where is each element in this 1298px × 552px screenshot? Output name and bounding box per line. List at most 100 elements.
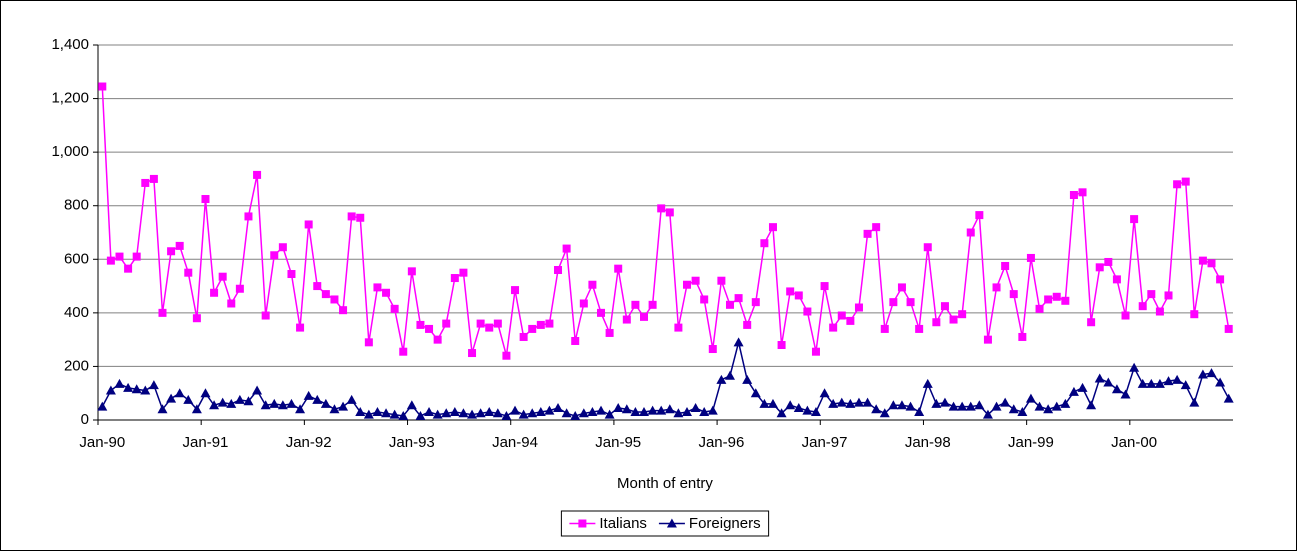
data-point — [785, 400, 796, 410]
data-point — [1146, 378, 1157, 388]
data-point — [828, 398, 839, 408]
data-point — [1087, 318, 1096, 327]
data-point — [338, 401, 349, 411]
data-point — [915, 324, 924, 333]
data-point — [991, 401, 1002, 411]
data-point — [296, 323, 305, 332]
data-point — [1001, 261, 1010, 270]
data-point — [287, 270, 296, 279]
data-point — [570, 410, 581, 420]
data-point — [776, 408, 787, 418]
data-point — [321, 290, 330, 299]
data-point — [476, 319, 485, 328]
data-point — [820, 282, 829, 291]
data-point — [1043, 404, 1054, 414]
data-point — [269, 398, 280, 408]
data-point — [717, 276, 726, 285]
data-point — [1077, 382, 1088, 392]
data-point — [700, 295, 709, 304]
data-point — [734, 294, 743, 303]
data-point — [295, 404, 306, 414]
data-point — [691, 276, 700, 285]
data-point — [442, 319, 451, 328]
data-point — [802, 405, 813, 415]
data-point — [390, 304, 399, 313]
data-point — [1155, 307, 1164, 316]
data-point — [304, 220, 313, 229]
data-point — [733, 337, 744, 347]
data-point — [209, 400, 220, 410]
data-point — [751, 298, 760, 307]
data-point — [923, 243, 932, 252]
data-point — [201, 195, 210, 204]
data-point — [767, 398, 778, 408]
data-point — [786, 287, 795, 296]
data-point — [519, 332, 528, 341]
data-point — [312, 394, 323, 404]
y-tick-label: 600 — [64, 250, 89, 267]
data-point — [1017, 406, 1028, 416]
data-point — [1094, 373, 1105, 383]
data-point — [226, 398, 237, 408]
y-tick-label: 1,400 — [51, 36, 89, 53]
x-tick-label: Jan-99 — [1008, 434, 1054, 451]
data-point — [1061, 296, 1070, 305]
data-point — [1173, 180, 1182, 189]
data-point — [286, 398, 297, 408]
data-point — [896, 400, 907, 410]
data-point — [441, 408, 452, 418]
data-point — [1121, 311, 1130, 320]
data-point — [699, 406, 710, 416]
data-point — [794, 291, 803, 300]
data-point — [665, 208, 674, 217]
data-point — [1215, 377, 1226, 387]
data-point — [853, 397, 864, 407]
data-point — [330, 295, 339, 304]
data-point — [819, 388, 830, 398]
data-point — [724, 370, 735, 380]
data-point — [992, 283, 1001, 292]
data-point — [1008, 404, 1019, 414]
y-tick-label: 1,200 — [51, 90, 89, 107]
data-point — [200, 388, 211, 398]
data-point — [124, 264, 133, 273]
data-point — [467, 409, 478, 419]
data-point — [1164, 291, 1173, 300]
x-tick-label: Jan-97 — [802, 434, 848, 451]
data-point — [1206, 368, 1217, 378]
data-point — [158, 308, 167, 317]
data-point — [1147, 290, 1156, 299]
data-point — [1025, 393, 1036, 403]
data-point — [862, 397, 873, 407]
y-tick-label: 1,000 — [51, 143, 89, 160]
data-point — [1137, 378, 1148, 388]
x-tick-label: Jan-00 — [1111, 434, 1157, 451]
data-point — [106, 256, 115, 265]
data-point — [424, 406, 435, 416]
data-point — [966, 228, 975, 237]
data-point — [811, 347, 820, 356]
data-point — [664, 404, 675, 414]
data-point — [872, 223, 881, 232]
data-point — [604, 409, 615, 419]
data-point — [363, 409, 374, 419]
data-point — [399, 347, 408, 356]
data-point — [1086, 400, 1097, 410]
data-point — [166, 393, 177, 403]
data-point — [244, 212, 253, 221]
data-point — [716, 374, 727, 384]
data-point — [191, 404, 202, 414]
data-point — [889, 298, 898, 307]
legend-label: Foreigners — [689, 515, 761, 532]
data-point — [561, 408, 572, 418]
data-point — [742, 374, 753, 384]
data-point — [485, 323, 494, 332]
data-point — [1130, 215, 1139, 224]
data-point — [243, 396, 254, 406]
data-point — [458, 408, 469, 418]
data-point — [157, 404, 168, 414]
data-point — [1129, 362, 1140, 372]
data-point — [1120, 389, 1131, 399]
data-point — [631, 300, 640, 309]
